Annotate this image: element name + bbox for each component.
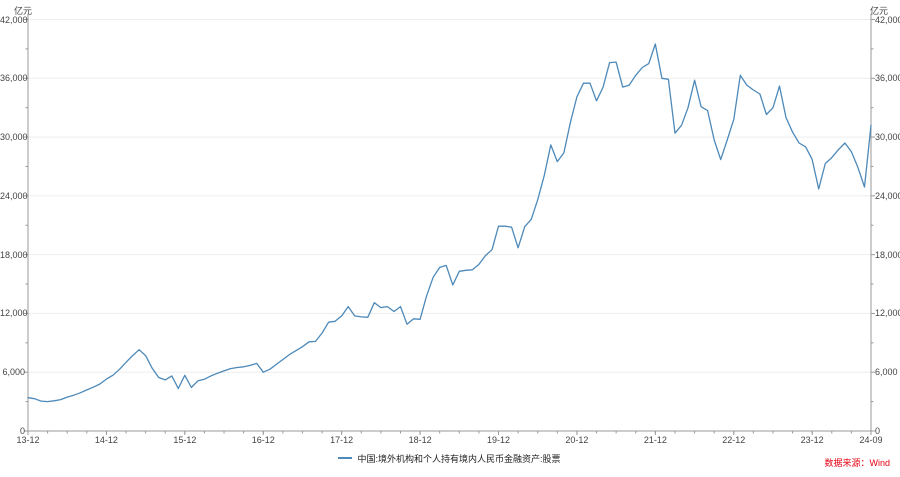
x-axis-tick-label: 19-12 — [486, 435, 511, 445]
x-axis-tick-label: 22-12 — [722, 435, 746, 445]
y-axis-tick-label: 30,000 — [0, 132, 28, 143]
y-axis-tick-label: 12,000 — [0, 308, 28, 319]
y-axis-tick-label: 0 — [19, 426, 25, 436]
legend-line-marker — [338, 457, 353, 459]
y-axis-tick-label: 24,000 — [0, 190, 28, 201]
legend: 中国:境外机构和个人持有境内人民币金融资产:股票 — [28, 451, 871, 465]
y-axis-tick-label: 42,000 — [875, 14, 900, 25]
x-axis-tick-label: 16-12 — [251, 435, 275, 445]
y-axis-tick-label: 6,000 — [875, 367, 898, 378]
x-axis-tick-label: 21-12 — [643, 435, 667, 445]
x-axis-tick-label: 18-12 — [408, 435, 432, 445]
y-axis-tick-label: 30,000 — [875, 132, 900, 143]
y-axis-tick-label: 6,000 — [2, 367, 25, 378]
y-axis-unit-left: 亿元 — [14, 6, 33, 16]
x-axis-tick-label: 17-12 — [330, 435, 354, 445]
x-axis-tick-label: 23-12 — [800, 435, 824, 445]
x-axis-tick-label: 15-12 — [173, 435, 197, 445]
x-axis-tick-label: 13-12 — [16, 435, 40, 445]
y-axis-tick-label: 18,000 — [875, 249, 900, 260]
x-axis-tick-label: 20-12 — [565, 435, 589, 445]
y-axis-tick-label: 0 — [875, 426, 881, 436]
y-axis-tick-label: 18,000 — [0, 249, 28, 260]
y-axis-tick-label: 12,000 — [875, 308, 900, 319]
y-axis-tick-label: 36,000 — [875, 73, 900, 84]
y-axis-unit-right: 亿元 — [869, 6, 888, 16]
series-line — [27, 43, 872, 403]
x-axis-tick-label: 24-09 — [859, 435, 883, 445]
x-axis-tick-label: 14-12 — [94, 435, 118, 445]
legend-label: 中国:境外机构和个人持有境内人民币金融资产:股票 — [357, 453, 561, 464]
y-axis-tick-label: 42,000 — [0, 14, 28, 25]
y-axis-tick-label: 24,000 — [875, 190, 900, 201]
y-axis-tick-label: 36,000 — [0, 73, 28, 84]
data-source-label: 数据来源：Wind — [824, 458, 890, 468]
